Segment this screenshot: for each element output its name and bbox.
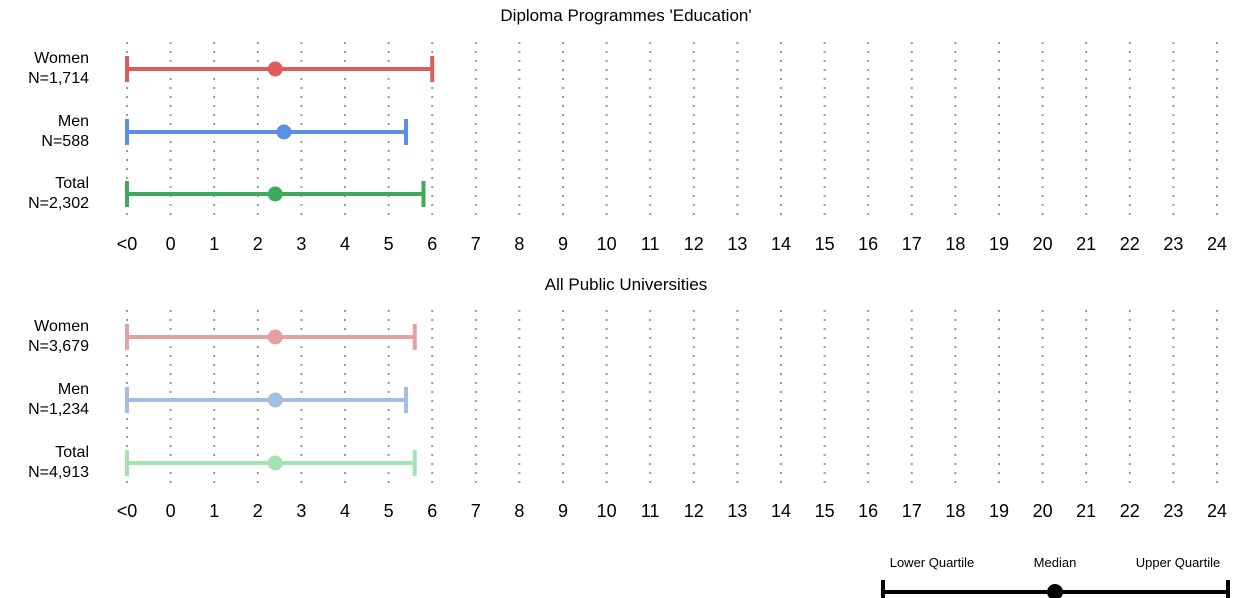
median-point — [267, 329, 283, 345]
row-count: N=2,302 — [28, 195, 89, 212]
x-tick-label: 0 — [166, 501, 176, 521]
row-label: Total — [55, 175, 89, 192]
median-point — [267, 392, 283, 408]
x-tick-label: 18 — [945, 234, 965, 254]
x-tick-label: 3 — [296, 234, 306, 254]
x-tick-label: 22 — [1120, 234, 1140, 254]
x-tick-label: 1 — [209, 501, 219, 521]
row-count: N=1,714 — [28, 70, 89, 87]
x-tick-label: 8 — [514, 501, 524, 521]
x-tick-label: 11 — [641, 501, 660, 521]
legend-upper-label: Upper Quartile — [1136, 555, 1221, 570]
x-tick-label: 19 — [989, 501, 1009, 521]
row-label: Men — [58, 113, 89, 130]
x-tick-label: 5 — [384, 234, 394, 254]
x-tick-label: 3 — [296, 501, 306, 521]
row-count: N=1,234 — [28, 401, 89, 418]
row-count: N=4,913 — [28, 464, 89, 481]
x-tick-label: 4 — [340, 501, 350, 521]
x-tick-label: 12 — [684, 234, 704, 254]
x-tick-label: 11 — [641, 234, 660, 254]
panel-title: All Public Universities — [545, 275, 708, 294]
x-tick-label: 13 — [727, 234, 747, 254]
row-label: Men — [58, 381, 89, 398]
x-tick-label: 18 — [945, 501, 965, 521]
x-tick-label: 9 — [558, 234, 568, 254]
x-tick-label: 1 — [209, 234, 219, 254]
median-point — [276, 124, 292, 140]
x-tick-label: 2 — [253, 234, 263, 254]
x-tick-label: 20 — [1033, 234, 1053, 254]
x-tick-label: 9 — [558, 501, 568, 521]
x-tick-label: 2 — [253, 501, 263, 521]
x-tick-label: 17 — [902, 501, 922, 521]
x-tick-label: 13 — [727, 501, 747, 521]
x-tick-label: 21 — [1076, 501, 1096, 521]
x-tick-label: 6 — [427, 234, 437, 254]
row-count: N=588 — [41, 133, 89, 150]
x-tick-label: 4 — [340, 234, 350, 254]
row-label: Total — [55, 444, 89, 461]
legend-median-point — [1047, 584, 1063, 598]
x-tick-label: 12 — [684, 501, 704, 521]
x-tick-label: 21 — [1076, 234, 1096, 254]
x-tick-label: 15 — [815, 501, 835, 521]
x-tick-label: 24 — [1207, 501, 1227, 521]
legend-median-label: Median — [1034, 555, 1077, 570]
x-tick-label: 20 — [1033, 501, 1053, 521]
x-tick-label: 16 — [858, 234, 878, 254]
x-tick-label: 15 — [815, 234, 835, 254]
x-tick-label: 0 — [166, 234, 176, 254]
median-point — [267, 455, 283, 471]
x-tick-label: 10 — [597, 234, 617, 254]
x-tick-label: 8 — [514, 234, 524, 254]
legend-lower-label: Lower Quartile — [890, 555, 975, 570]
x-tick-label: <0 — [117, 501, 138, 521]
x-tick-label: 17 — [902, 234, 922, 254]
x-tick-label: 22 — [1120, 501, 1140, 521]
x-tick-label: 16 — [858, 501, 878, 521]
x-tick-label: 24 — [1207, 234, 1227, 254]
x-tick-label: 6 — [427, 501, 437, 521]
x-tick-label: 10 — [597, 501, 617, 521]
x-tick-label: 7 — [471, 501, 481, 521]
row-label: Women — [34, 50, 89, 67]
x-tick-label: 23 — [1163, 234, 1183, 254]
x-tick-label: 19 — [989, 234, 1009, 254]
row-count: N=3,679 — [28, 338, 89, 355]
panel-title: Diploma Programmes 'Education' — [500, 6, 751, 25]
x-tick-label: 23 — [1163, 501, 1183, 521]
x-tick-label: 5 — [384, 501, 394, 521]
x-tick-label: 14 — [771, 234, 791, 254]
x-tick-label: 7 — [471, 234, 481, 254]
row-label: Women — [34, 318, 89, 335]
median-point — [267, 186, 283, 202]
median-point — [267, 61, 283, 77]
x-tick-label: 14 — [771, 501, 791, 521]
x-tick-label: <0 — [117, 234, 138, 254]
